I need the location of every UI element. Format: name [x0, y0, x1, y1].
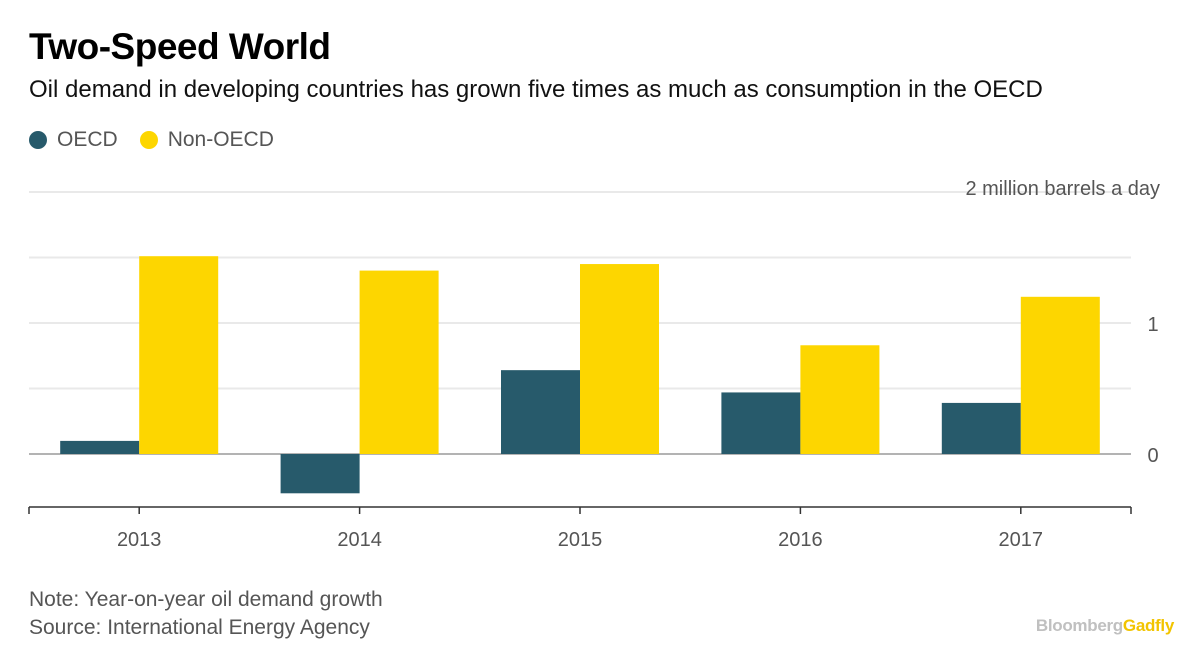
legend-label-non-oecd: Non-OECD — [167, 128, 274, 151]
legend-label-oecd: OECD — [57, 128, 118, 151]
footer-source: Source: International Energy Agency — [29, 616, 370, 639]
y-tick-label: 0 — [1147, 445, 1158, 467]
logo-gadfly: Gadfly — [1122, 616, 1174, 635]
legend-swatch-non-oecd — [139, 131, 158, 149]
bar-non-oecd-2015 — [580, 264, 659, 454]
chart-title: Two-Speed World — [29, 26, 331, 67]
x-tick-label: 2014 — [337, 529, 382, 551]
chart-subtitle: Oil demand in developing countries has g… — [29, 76, 1043, 103]
legend: OECD Non-OECD — [29, 128, 296, 152]
brand-logo: BloombergGadfly — [1036, 616, 1174, 636]
legend-item-non-oecd: Non-OECD — [139, 128, 274, 152]
legend-swatch-oecd — [29, 131, 47, 149]
legend-item-oecd: OECD — [29, 128, 118, 152]
bar-non-oecd-2017 — [1020, 296, 1100, 454]
bar-non-oecd-2016 — [800, 345, 880, 454]
x-tick-label: 2015 — [558, 529, 603, 551]
x-tick-label: 2017 — [999, 529, 1044, 551]
logo-bloomberg: Bloomberg — [1035, 616, 1123, 635]
x-tick-label: 2016 — [778, 529, 823, 551]
y-axis-unit-label: 2 million barrels a day — [965, 178, 1160, 200]
x-tick-label: 2013 — [117, 529, 162, 551]
footer: Note: Year-on-year oil demand growth Sou… — [29, 586, 383, 642]
bar-oecd-2016 — [721, 392, 801, 454]
bar-oecd-2017 — [941, 402, 1021, 454]
footer-note: Note: Year-on-year oil demand growth — [29, 588, 383, 611]
y-tick-label: 1 — [1147, 314, 1158, 336]
bar-oecd-2013 — [60, 440, 140, 454]
bar-non-oecd-2014 — [359, 270, 439, 454]
bar-non-oecd-2013 — [139, 256, 219, 454]
bar-oecd-2014 — [280, 454, 360, 494]
bar-oecd-2015 — [501, 370, 580, 454]
